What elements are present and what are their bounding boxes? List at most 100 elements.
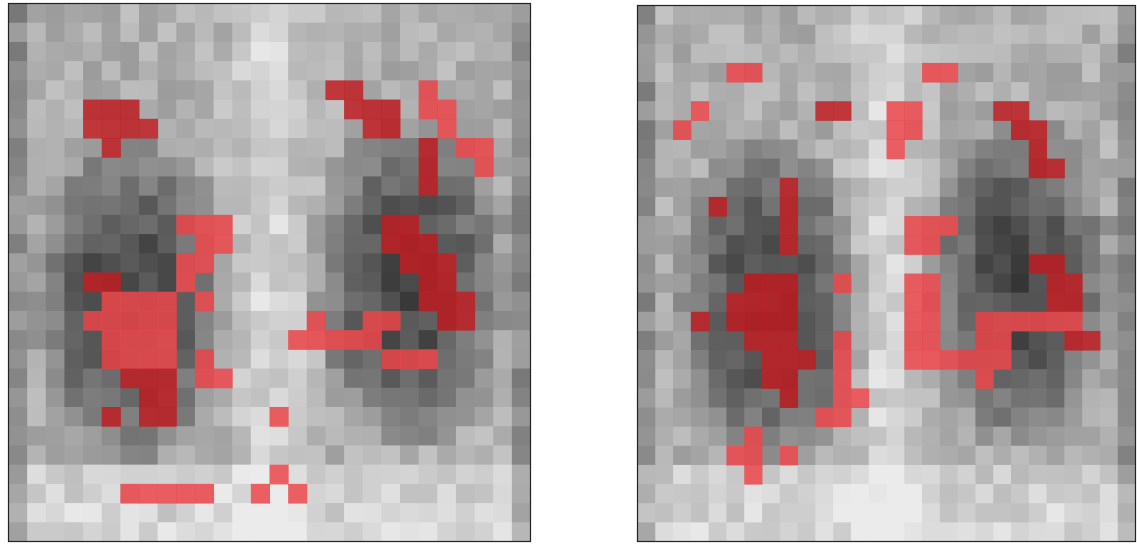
pixel xyxy=(27,4,46,24)
pixel xyxy=(232,388,251,408)
pixel xyxy=(958,6,976,26)
pixel xyxy=(726,369,744,389)
pixel xyxy=(1118,254,1136,274)
pixel xyxy=(363,445,382,465)
mask-cell xyxy=(887,120,905,140)
pixel xyxy=(270,42,289,62)
pixel xyxy=(9,311,28,331)
pixel xyxy=(344,369,363,389)
mask-cell xyxy=(904,120,922,140)
pixel xyxy=(344,23,363,43)
pixel xyxy=(655,6,673,26)
mask-cell xyxy=(419,176,438,196)
pixel xyxy=(363,388,382,408)
pixel xyxy=(214,465,233,485)
pixel xyxy=(363,176,382,196)
pixel xyxy=(922,44,940,64)
pixel xyxy=(1118,216,1136,236)
pixel xyxy=(1100,6,1118,26)
pixel xyxy=(363,407,382,427)
pixel xyxy=(27,253,46,273)
pixel xyxy=(691,427,709,447)
pixel xyxy=(815,63,833,83)
pixel xyxy=(27,407,46,427)
pixel xyxy=(709,331,727,351)
pixel xyxy=(798,254,816,274)
pixel xyxy=(437,196,456,216)
pixel xyxy=(176,388,195,408)
pixel xyxy=(158,426,177,446)
mask-cell xyxy=(975,331,993,351)
mask-cell xyxy=(762,331,780,351)
mask-cell xyxy=(437,311,456,331)
pixel xyxy=(815,82,833,102)
pixel xyxy=(975,293,993,313)
pixel xyxy=(993,25,1011,45)
pixel xyxy=(232,273,251,293)
mask-cell xyxy=(307,311,326,331)
mask-cell xyxy=(1047,293,1065,313)
mask-cell xyxy=(1082,331,1100,351)
pixel xyxy=(288,100,307,120)
mask-cell xyxy=(214,234,233,254)
pixel xyxy=(158,4,177,24)
mask-cell xyxy=(922,216,940,236)
pixel xyxy=(288,80,307,100)
pixel xyxy=(1100,312,1118,332)
pixel xyxy=(958,484,976,504)
pixel xyxy=(46,273,65,293)
pixel xyxy=(1082,25,1100,45)
pixel xyxy=(493,445,512,465)
pixel xyxy=(993,427,1011,447)
mask-cell xyxy=(815,101,833,121)
pixel xyxy=(158,80,177,100)
pixel xyxy=(833,63,851,83)
pixel xyxy=(307,253,326,273)
mask-cell xyxy=(1029,312,1047,332)
pixel xyxy=(381,176,400,196)
pixel xyxy=(798,331,816,351)
pixel xyxy=(251,407,270,427)
pixel xyxy=(833,293,851,313)
pixel xyxy=(1082,82,1100,102)
pixel xyxy=(958,388,976,408)
pixel xyxy=(638,6,656,26)
pixel xyxy=(673,101,691,121)
mask-cell xyxy=(762,369,780,389)
pixel xyxy=(232,234,251,254)
pixel xyxy=(46,369,65,389)
pixel xyxy=(493,176,512,196)
mask-cell xyxy=(158,388,177,408)
pixel xyxy=(1011,427,1029,447)
pixel xyxy=(709,254,727,274)
pixel xyxy=(993,274,1011,294)
pixel xyxy=(9,503,28,523)
pixel xyxy=(851,331,869,351)
pixel xyxy=(869,140,887,160)
pixel xyxy=(1047,369,1065,389)
pixel xyxy=(158,196,177,216)
pixel xyxy=(120,273,139,293)
pixel xyxy=(493,292,512,312)
pixel xyxy=(993,369,1011,389)
pixel xyxy=(1047,408,1065,428)
pixel xyxy=(493,42,512,62)
pixel xyxy=(833,465,851,485)
pixel xyxy=(9,138,28,158)
pixel xyxy=(709,446,727,466)
pixel xyxy=(709,369,727,389)
pixel xyxy=(475,445,494,465)
pixel xyxy=(673,44,691,64)
pixel xyxy=(493,119,512,139)
mask-cell xyxy=(158,407,177,427)
pixel xyxy=(437,330,456,350)
pixel xyxy=(1029,388,1047,408)
pixel xyxy=(307,176,326,196)
mask-cell xyxy=(419,292,438,312)
pixel xyxy=(456,465,475,485)
pixel xyxy=(381,157,400,177)
pixel xyxy=(1118,350,1136,370)
mask-cell xyxy=(139,407,158,427)
pixel xyxy=(232,157,251,177)
pixel xyxy=(102,196,121,216)
